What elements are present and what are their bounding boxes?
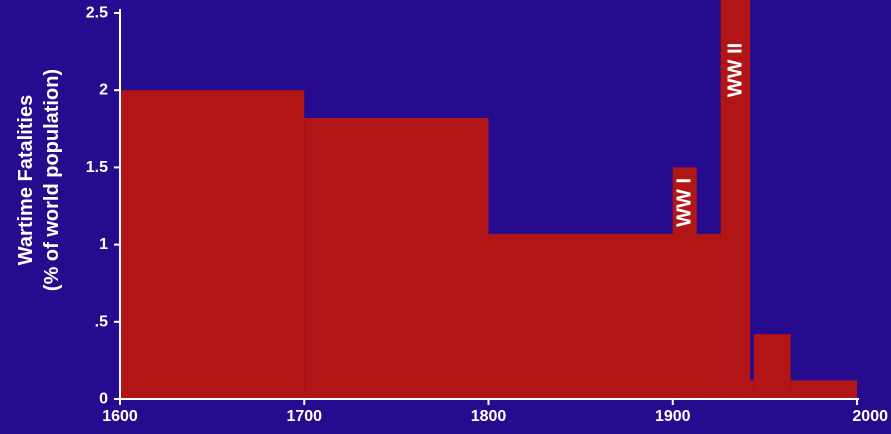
bar-0 xyxy=(120,90,305,399)
bar-label-3: WW I xyxy=(674,178,696,227)
y-tick-label-4: 2 xyxy=(99,82,108,99)
bar-3 xyxy=(672,167,697,399)
y-tick-label-5: 2.5 xyxy=(86,5,108,22)
x-tick-label-3: 1900 xyxy=(655,408,691,425)
y-axis-label-line-1: Wartime Fatalities xyxy=(15,95,37,265)
bars-layer: WW I WW II xyxy=(120,0,857,399)
x-tick-label-4: 2000 xyxy=(852,408,888,425)
y-tick-label-0: 0 xyxy=(99,391,108,408)
bar-1 xyxy=(304,117,489,399)
y-tick-label-2: 1 xyxy=(99,236,108,253)
bar-6 xyxy=(753,334,791,399)
y-tick-label-1: .5 xyxy=(95,313,108,330)
x-tick-label-2: 1800 xyxy=(471,408,507,425)
bar-5 xyxy=(750,380,754,399)
x-tick-label-1: 1700 xyxy=(286,408,322,425)
x-tick-label-0: 1600 xyxy=(102,408,138,425)
bar-7 xyxy=(790,380,857,399)
y-axis-label-line-2: (% of world population) xyxy=(41,69,63,291)
bar-label-4: WW II xyxy=(724,43,746,97)
bar-4 xyxy=(720,0,751,399)
ticks-layer: 0 .5 1 1.5 2 2.5 1600 1700 1800 1900 2000 xyxy=(86,5,888,426)
y-tick-label-3: 1.5 xyxy=(86,159,108,176)
